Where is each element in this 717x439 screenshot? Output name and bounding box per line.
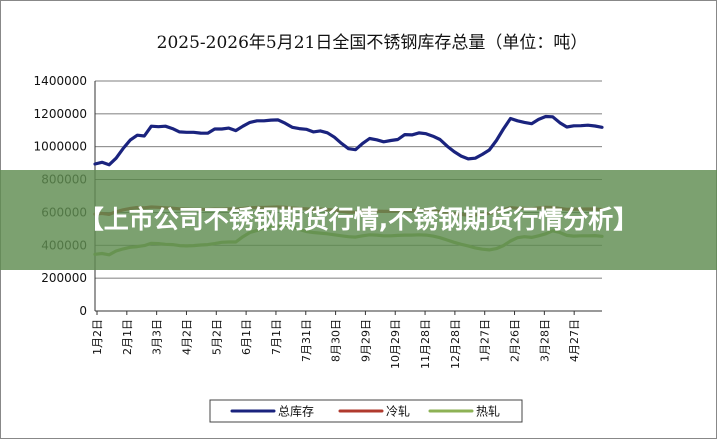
x-tick-label: 4月27日 — [568, 319, 581, 362]
y-tick-label: 1200000 — [34, 107, 87, 121]
x-tick-label: 7月1日 — [270, 319, 283, 355]
x-tick-label: 9月29日 — [359, 319, 372, 362]
x-tick-label: 4月2日 — [180, 319, 193, 355]
overlay-banner: 【上市公司不锈钢期货行情,不锈钢期货行情分析】 — [0, 170, 717, 270]
legend-label: 总库存 — [278, 404, 314, 419]
x-tick-label: 7月31日 — [300, 319, 313, 362]
x-tick-label: 8月30日 — [330, 319, 343, 362]
x-tick-label: 2月1日 — [121, 319, 134, 355]
y-tick-label: 200000 — [41, 271, 87, 285]
x-tick-label: 2月26日 — [509, 319, 522, 362]
banner-headline: 【上市公司不锈钢期货行情,不锈钢期货行情分析】 — [78, 205, 639, 234]
legend-label: 热轧 — [476, 405, 500, 419]
x-tick-label: 11月28日 — [419, 319, 432, 369]
series-line-0 — [93, 114, 604, 167]
y-tick-label: 1400000 — [34, 74, 87, 88]
y-tick-label: 0 — [79, 304, 87, 318]
x-tick-label: 12月28日 — [449, 319, 462, 369]
x-tick-label: 3月28日 — [538, 319, 551, 362]
x-axis-ticks: 1月2日 2月1日 3月3日 4月2日 5月2日 6月1日 7月1日 7月31日 8月30日 9月… — [91, 311, 581, 369]
x-tick-label: 3月3日 — [151, 319, 164, 355]
legend-label: 冷轧 — [386, 405, 410, 419]
x-tick-label: 1月27日 — [479, 319, 492, 362]
legend: 总库存 冷轧 热轧 — [230, 404, 500, 419]
x-tick-label: 1月2日 — [91, 319, 104, 355]
x-tick-label: 5月2日 — [210, 319, 223, 355]
x-tick-label: 6月1日 — [240, 319, 253, 355]
chart-title: 2025-2026年5月21日全国不锈钢库存总量（单位：吨） — [157, 33, 588, 53]
x-tick-label: 10月29日 — [389, 319, 402, 369]
y-tick-label: 1000000 — [34, 140, 87, 154]
